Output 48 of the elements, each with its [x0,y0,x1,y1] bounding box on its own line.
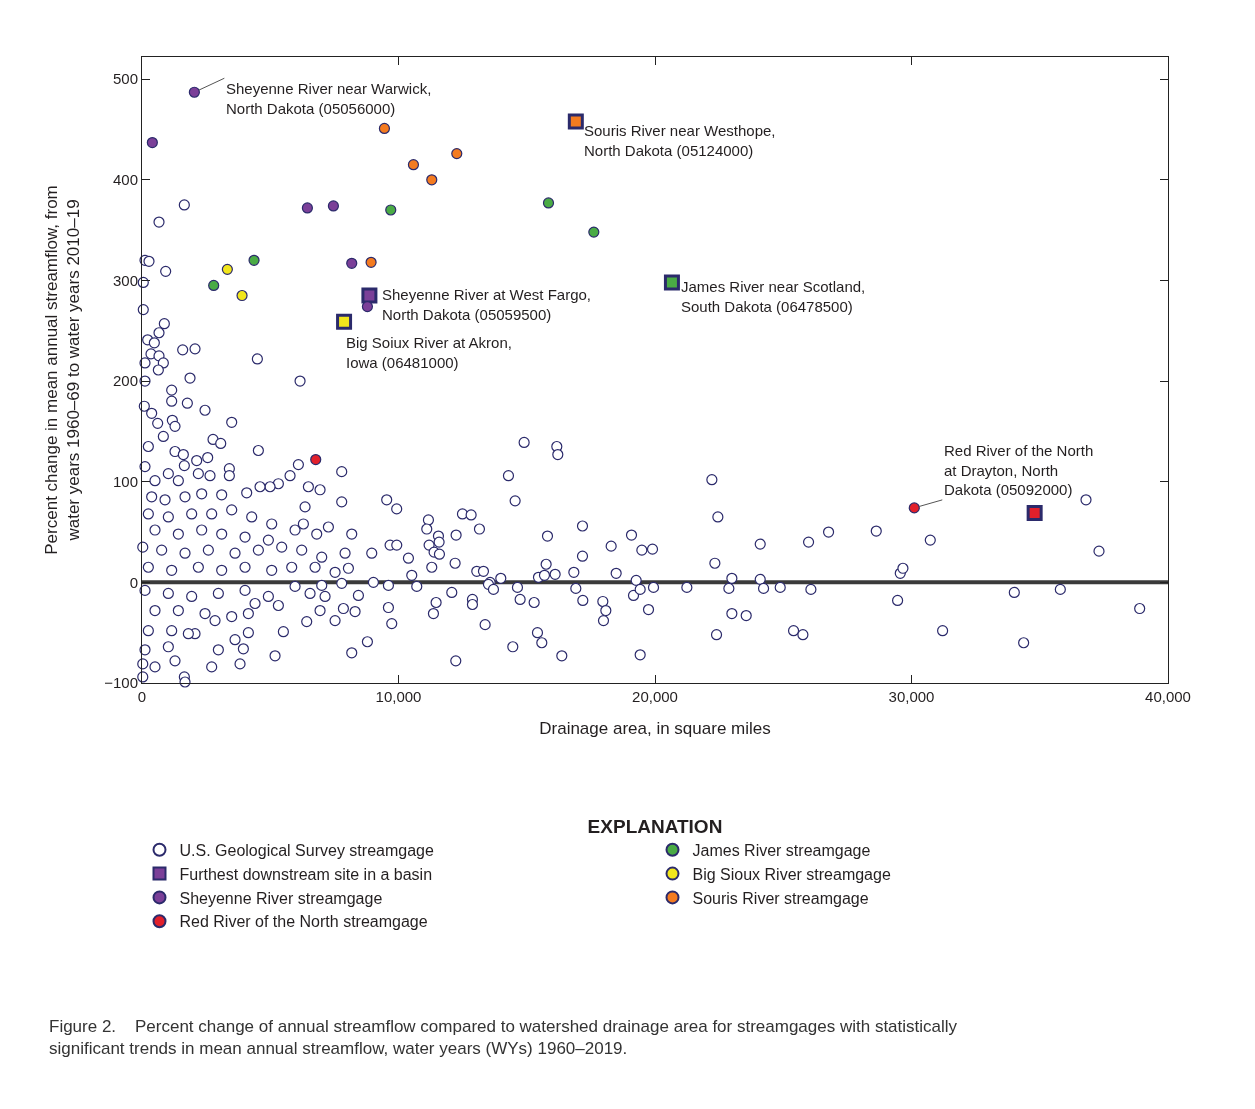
legend-label: Furthest downstream site in a basin [179,865,433,883]
point [221,263,233,275]
point [542,197,555,209]
legend-label: James River streamgage [692,842,871,860]
legend-label: Big Sioux River streamgage [692,865,891,883]
legend-label: Souris River streamgage [692,889,869,907]
point [378,122,391,135]
point [346,257,358,269]
y-tick-label: 200 [112,372,138,390]
x-axis-title: Drainage area, in square miles [539,719,771,739]
point [908,502,920,514]
y-tick-label: 0 [129,573,138,591]
y-tick-label: 100 [112,472,138,490]
point [208,279,220,292]
point [236,289,248,302]
point [365,256,377,268]
y-tick-label: 500 [112,70,138,88]
annotation: Sheyenne River near Warwick, North Dakota (05056000) [226,80,432,117]
point [407,159,420,171]
y-tick-label: −100 [104,674,138,692]
annotation: Sheyenne River at West Fargo, North Dakota (05059500) [382,286,591,323]
point [588,226,600,238]
legend-label: Sheyenne River streamgage [179,889,383,907]
x-tick-label: 30,000 [888,688,935,705]
point [146,136,158,149]
caption: Figure 2. Percent change of annual streamflow compared to watershed drainage area for streamgages with statistically significant trends in mean annual streamflow, water years (WYs) 1960–2019. [49,1017,958,1059]
y-tick-label: 300 [112,271,138,289]
annotation: Big Soiux River at Akron, Iowa (06481000) [346,334,512,371]
legend-title: EXPLANATION [587,815,723,837]
annotation: Souris River near Westhope, North Dakota (05124000) [584,122,776,159]
point [327,200,339,212]
point [361,300,374,313]
point [426,174,438,186]
point [310,453,322,466]
y-tick-label: 400 [112,171,138,189]
legend-label: Red River of the North streamgage [179,913,428,931]
point [451,148,463,160]
x-tick-label: 10,000 [375,688,422,705]
legend-label: U.S. Geological Survey streamgage [179,842,434,860]
point [248,254,260,266]
annotation: James River near Scotland, South Dakota (06478500) [681,278,866,315]
x-tick-label: 40,000 [1145,688,1191,705]
point [188,86,200,98]
x-tick-label: 20,000 [632,688,678,705]
point [301,202,313,214]
y-axis-title: Percent change in mean annual streamflow, from water years 1960–69 to water years 2010–19 [41,185,83,555]
annotation: Red River of the North at Drayton, North Dakota (05092000) [944,442,1094,498]
point [385,204,397,216]
